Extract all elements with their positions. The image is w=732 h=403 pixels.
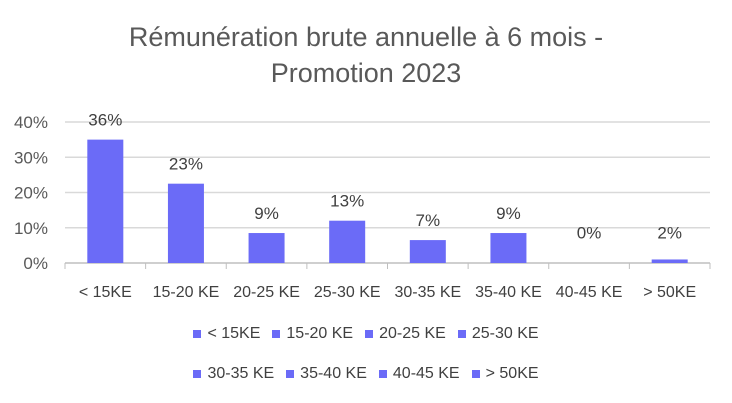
legend-row-1: < 15KE 15-20 KE 20-25 KE 25-30 KE (0, 325, 732, 343)
x-tick-label: < 15KE (79, 284, 132, 301)
legend-item: 40-45 KE (378, 365, 460, 383)
legend-item: 30-35 KE (193, 365, 274, 383)
data-label: 0% (577, 223, 602, 242)
legend-item: < 15KE (193, 325, 260, 343)
legend-row-2: 30-35 KE 35-40 KE 40-45 KE > 50KE (0, 365, 732, 383)
bar (409, 240, 446, 263)
legend-swatch (378, 370, 387, 378)
legend-label: < 15KE (207, 325, 261, 342)
legend-item: 15-20 KE (272, 325, 353, 343)
legend-item: 35-40 KE (286, 365, 367, 383)
data-label: 36% (88, 111, 122, 130)
bar (248, 233, 285, 263)
x-tick-label: > 50KE (643, 284, 696, 301)
legend-label: 40-45 KE (392, 365, 460, 382)
legend-item: 20-25 KE (365, 325, 446, 343)
bar (490, 233, 527, 263)
legend-swatch (193, 370, 202, 378)
y-tick-label: 10% (14, 219, 48, 238)
legend-swatch (286, 370, 295, 378)
x-tick-label: 40-45 KE (556, 284, 623, 301)
legend-label: 30-35 KE (207, 365, 275, 382)
legend-swatch (272, 330, 281, 338)
x-tick-label: 30-35 KE (394, 284, 461, 301)
bar (329, 220, 366, 263)
y-tick-label: 40% (14, 113, 48, 132)
y-tick-label: 0% (23, 254, 48, 273)
legend-label: 25-30 KE (471, 325, 539, 342)
legend-swatch (471, 370, 480, 378)
legend-item: > 50KE (471, 365, 539, 383)
data-label: 9% (254, 204, 279, 223)
data-label: 2% (657, 223, 682, 242)
legend-swatch (365, 330, 374, 338)
legend-swatch (193, 330, 202, 338)
bar (167, 183, 204, 263)
x-tick-label: 35-40 KE (475, 284, 542, 301)
y-tick-label: 20% (14, 184, 48, 203)
legend-label: 20-25 KE (379, 325, 446, 342)
x-tick-label: 15-20 KE (153, 284, 220, 301)
data-label: 13% (330, 192, 364, 211)
legend-label: > 50KE (485, 365, 539, 382)
legend-swatch (457, 330, 466, 338)
legend-label: 15-20 KE (286, 325, 354, 342)
x-tick-label: 20-25 KE (233, 284, 300, 301)
chart-title-line2: Promotion 2023 (270, 58, 462, 88)
legend-item: 25-30 KE (457, 325, 539, 343)
bar (87, 139, 124, 263)
data-label: 9% (496, 204, 521, 223)
data-label: 23% (169, 155, 203, 174)
data-label: 7% (416, 211, 441, 230)
bar (651, 259, 688, 263)
y-tick-label: 30% (14, 148, 48, 167)
x-tick-label: 25-30 KE (314, 284, 381, 301)
legend-label: 35-40 KE (300, 365, 367, 382)
chart-title-line1: Rémunération brute annuelle à 6 mois - (128, 22, 604, 52)
